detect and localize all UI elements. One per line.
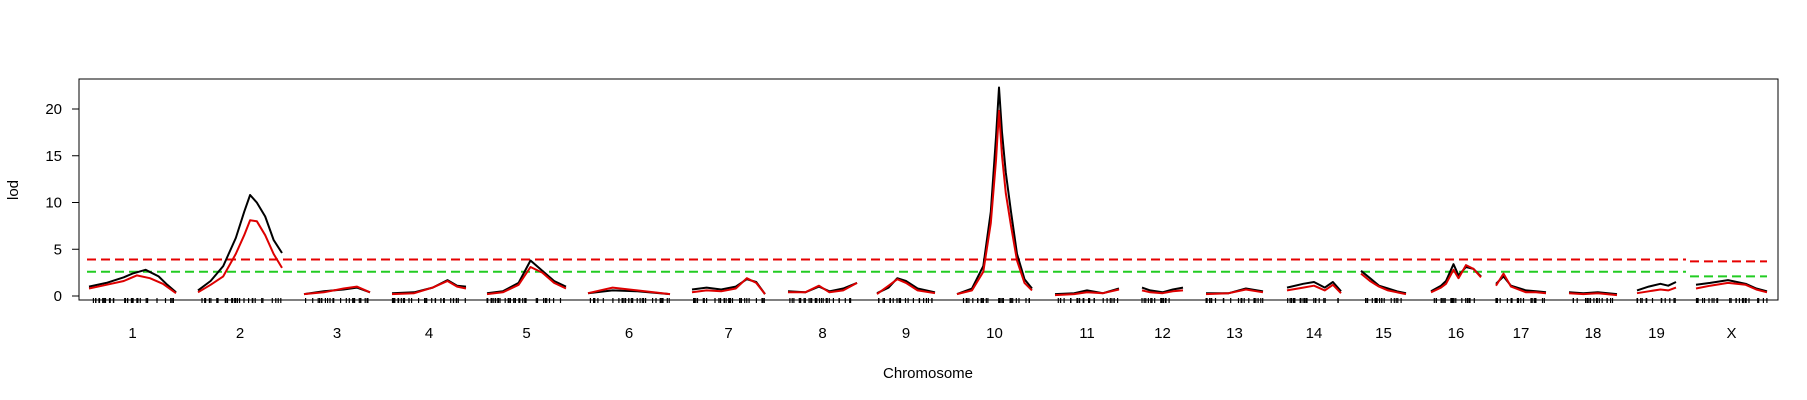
lod-curve-red-chr-17 — [1495, 272, 1547, 295]
y-tick-label: 15 — [45, 148, 62, 165]
lod-curve-red-chr-12 — [1141, 289, 1184, 295]
x-tick-label: 18 — [1585, 325, 1602, 342]
x-tick-label: 16 — [1448, 325, 1465, 342]
x-tick-label: 7 — [724, 325, 732, 342]
lod-curve-red-chr-3 — [303, 285, 371, 296]
x-tick-label: 10 — [986, 325, 1003, 342]
y-tick-label: 20 — [45, 101, 62, 118]
lod-curve-red-chr-14 — [1286, 283, 1342, 294]
marker-rug — [92, 298, 1768, 303]
lod-curve-red-chr-X — [1695, 281, 1768, 294]
lod-curve-black-chr-10 — [956, 86, 1033, 296]
x-tick-label: 8 — [818, 325, 826, 342]
x-tick-label: 15 — [1375, 325, 1392, 342]
y-axis-title: lod — [5, 180, 22, 200]
x-tick-label: 14 — [1306, 325, 1323, 342]
x-tick-label: 2 — [236, 325, 244, 342]
lod-curve-black-chr-14 — [1286, 281, 1342, 292]
lod-curve-red-chr-1 — [88, 274, 177, 295]
lod-curve-red-chr-10 — [956, 109, 1033, 296]
lod-curve-red-chr-9 — [876, 278, 936, 295]
lod-curve-black-chr-9 — [876, 277, 936, 295]
x-axis: 1 2 3 4 5 6 7 8 9 10 11 12 13 14 15 16 17 18 19 X — [128, 325, 1736, 342]
x-tick-label: 6 — [625, 325, 633, 342]
y-tick-label: 0 — [54, 288, 62, 305]
lod-curve-black-chr-15 — [1360, 270, 1407, 295]
x-tick-label: 9 — [902, 325, 910, 342]
lod-curve-black-chr-19 — [1636, 281, 1677, 292]
lod-curve-red-chr-16 — [1430, 264, 1482, 294]
lod-curve-red-chr-11 — [1054, 288, 1120, 297]
lod-curve-red-chr-13 — [1205, 288, 1264, 296]
plot-frame — [78, 78, 1779, 301]
lod-curve-red-chr-15 — [1360, 272, 1407, 296]
lod-curve-black-chr-1 — [88, 268, 177, 294]
lod-curve-red-chr-8 — [788, 282, 858, 294]
lod-curve-red-chr-18 — [1568, 292, 1618, 297]
x-axis-title: Chromosome — [883, 365, 973, 382]
lod-curve-red-chr-7 — [691, 277, 766, 295]
x-tick-label: 17 — [1513, 325, 1530, 342]
x-tick-label: 3 — [333, 325, 341, 342]
x-tick-label: 13 — [1226, 325, 1243, 342]
lod-curve-black-chr-5 — [486, 259, 567, 295]
lod-curve-red-chr-5 — [486, 266, 567, 296]
threshold-lines — [87, 258, 1767, 278]
x-tick-label: X — [1726, 325, 1736, 342]
y-tick-label: 10 — [45, 195, 62, 212]
lod-curve-black-chr-2 — [197, 194, 283, 292]
x-tick-label: 4 — [425, 325, 433, 342]
y-axis: 0 5 10 15 20 — [45, 101, 80, 305]
y-tick-label: 5 — [54, 241, 62, 258]
x-tick-label: 1 — [128, 325, 136, 342]
lod-curve-black-chr-4 — [391, 279, 467, 295]
lod-curve-red-chr-2 — [197, 219, 283, 294]
x-tick-label: 5 — [522, 325, 530, 342]
lod-curve-red-chr-6 — [587, 286, 671, 296]
lod-curves — [88, 86, 1768, 297]
x-tick-label: 19 — [1648, 325, 1665, 342]
x-tick-label: 12 — [1154, 325, 1171, 342]
lod-curve-red-chr-4 — [391, 280, 467, 296]
x-tick-label: 11 — [1079, 325, 1095, 342]
lod-curve-red-chr-19 — [1636, 286, 1677, 295]
